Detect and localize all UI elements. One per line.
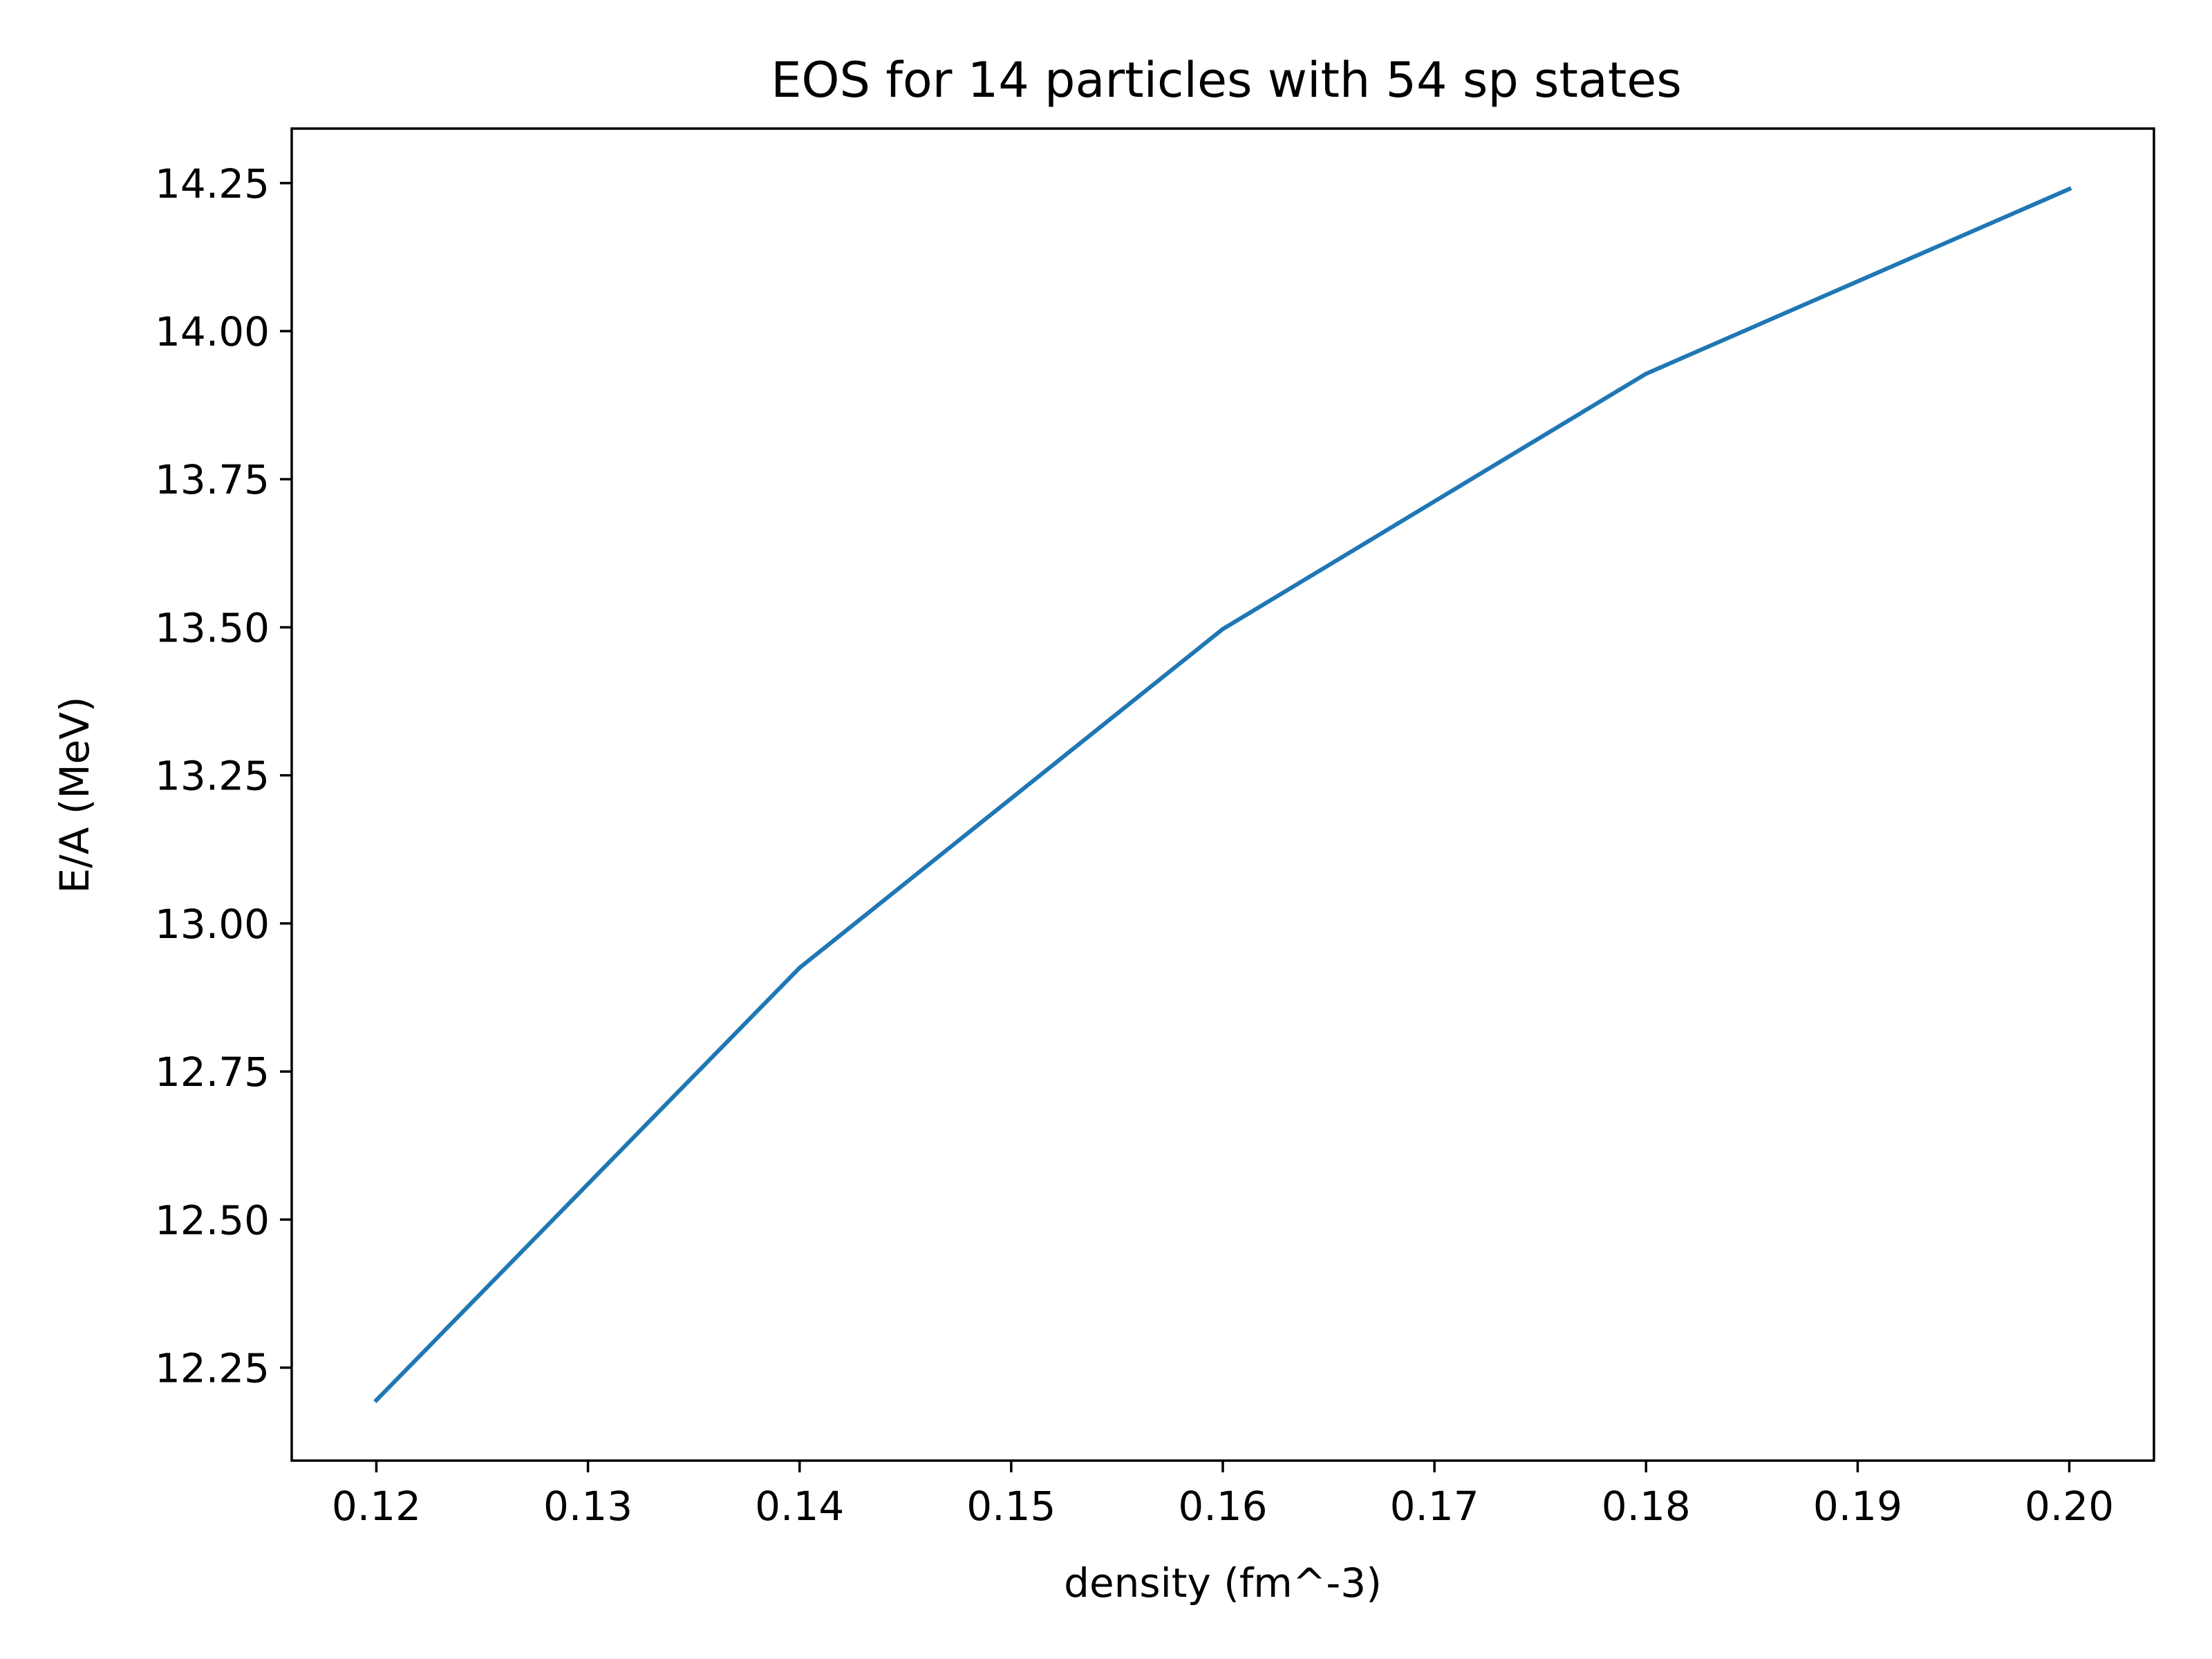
x-tick-label: 0.16	[1178, 1483, 1267, 1530]
y-tick-label: 14.25	[155, 160, 270, 207]
y-axis-label: E/A (MeV)	[51, 697, 98, 894]
y-tick-label: 12.50	[155, 1197, 270, 1244]
y-tick-label: 14.00	[155, 308, 270, 355]
y-axis: 12.25 12.50 12.75 13.00 13.25 13.50 13.75 14.00…	[155, 160, 292, 1391]
x-tick-label: 0.14	[755, 1483, 844, 1530]
y-tick-label: 13.50	[155, 604, 270, 651]
x-axis: 0.12 0.13 0.14 0.15 0.16 0.17 0.18 0.19 0.20	[332, 1461, 2114, 1530]
x-tick-label: 0.19	[1813, 1483, 1902, 1530]
x-tick-label: 0.12	[332, 1483, 421, 1530]
y-tick-label: 12.25	[155, 1344, 270, 1391]
x-tick-label: 0.20	[2025, 1483, 2114, 1530]
y-tick-label: 13.75	[155, 456, 270, 503]
chart-title: EOS for 14 particles with 54 sp states	[771, 52, 1682, 109]
x-tick-label: 0.18	[1602, 1483, 1691, 1530]
series-line	[373, 186, 2072, 1403]
y-tick-label: 12.75	[155, 1049, 270, 1096]
x-axis-label: density (fm^-3)	[1064, 1559, 1382, 1606]
x-tick-label: 0.15	[966, 1483, 1056, 1530]
series-layer	[373, 186, 2072, 1403]
x-tick-label: 0.17	[1390, 1483, 1479, 1530]
x-tick-label: 0.13	[543, 1483, 632, 1530]
y-tick-label: 13.25	[155, 753, 270, 800]
y-tick-label: 13.00	[155, 901, 270, 948]
